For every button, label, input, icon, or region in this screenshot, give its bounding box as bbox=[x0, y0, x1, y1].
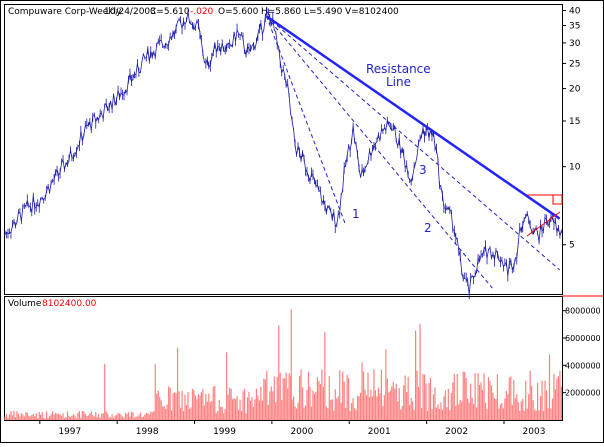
fan-line-2 bbox=[266, 15, 493, 289]
header-open: O=5.600 bbox=[218, 7, 259, 17]
price-y-axis: 40 35 30 25 20 15 10 5 bbox=[562, 6, 581, 251]
header-volume: V=8102400 bbox=[345, 7, 399, 17]
price-y-tick-label: 5 bbox=[569, 241, 575, 251]
fan-line-1 bbox=[266, 16, 346, 225]
x-tick-label: 2002 bbox=[445, 427, 468, 437]
price-y-tick-label: 10 bbox=[569, 163, 581, 173]
volume-panel-border bbox=[4, 296, 563, 421]
triangle-lower bbox=[526, 211, 561, 237]
resistance-line bbox=[265, 15, 561, 220]
volume-y-tick-label: 2000000 bbox=[565, 389, 601, 398]
resistance-label-2: Line bbox=[386, 75, 411, 89]
header-close: C=5.610 bbox=[150, 7, 190, 17]
fan-label-1: 1 bbox=[352, 207, 360, 221]
x-tick-label: 2001 bbox=[368, 427, 391, 437]
trendlines bbox=[265, 15, 561, 289]
price-line bbox=[4, 10, 562, 295]
price-y-tick-label: 40 bbox=[569, 6, 581, 16]
volume-y-tick-label: 4000000 bbox=[565, 361, 601, 370]
x-tick-label: 1998 bbox=[136, 427, 159, 437]
volume-value: 8102400.00 bbox=[42, 299, 97, 309]
x-tick-label: 2003 bbox=[523, 427, 546, 437]
price-y-tick-label: 25 bbox=[569, 59, 580, 69]
fan-label-3: 3 bbox=[419, 163, 427, 177]
volume-y-axis: 8000000 6000000 4000000 2000000 bbox=[562, 307, 601, 398]
header-symbol: Compuware Corp-Weekly bbox=[8, 7, 122, 17]
price-y-tick-label: 35 bbox=[569, 22, 580, 32]
volume-label: Volume bbox=[8, 299, 42, 309]
x-axis: 1997 1998 1999 2000 2001 2002 2003 bbox=[39, 420, 546, 437]
x-tick-label: 1997 bbox=[58, 427, 81, 437]
resistance-label-1: Resistance bbox=[366, 62, 431, 76]
header-high: H=5.860 bbox=[261, 7, 301, 17]
volume-y-tick-label: 6000000 bbox=[565, 334, 601, 343]
fan-label-2: 2 bbox=[424, 221, 432, 235]
price-y-tick-label: 30 bbox=[569, 39, 581, 49]
volume-bars bbox=[4, 309, 563, 420]
header-date: 10/24/2003 bbox=[104, 7, 156, 17]
last-price-marker bbox=[552, 194, 563, 205]
price-panel-border bbox=[4, 4, 563, 295]
header-change: -.020 bbox=[190, 7, 214, 17]
header-low: L=5.490 bbox=[304, 7, 343, 17]
volume-y-tick-label: 8000000 bbox=[565, 307, 601, 316]
price-series bbox=[4, 6, 562, 300]
price-y-tick-label: 20 bbox=[569, 85, 581, 95]
price-y-tick-label: 15 bbox=[569, 117, 580, 127]
fan-line-3 bbox=[266, 15, 561, 271]
x-tick-label: 2000 bbox=[290, 427, 313, 437]
x-tick-label: 1999 bbox=[213, 427, 236, 437]
